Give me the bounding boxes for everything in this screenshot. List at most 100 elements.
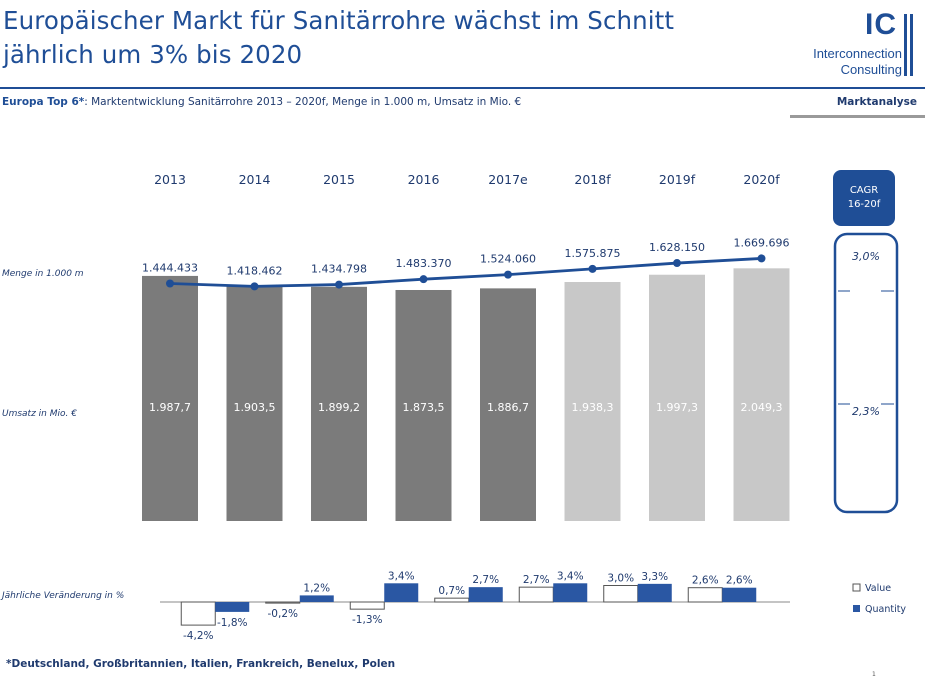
year-label: 2015 (323, 172, 355, 187)
revenue-value-label: 1.997,3 (656, 401, 698, 414)
cagr-header (833, 170, 895, 226)
change-value-label: -1,3% (352, 614, 382, 626)
change-quantity-bar (637, 583, 672, 602)
cagr-period: 16-20f (848, 199, 881, 210)
quantity-value-label: 1.575.875 (565, 247, 621, 260)
revenue-value-label: 2.049,3 (741, 401, 783, 414)
quantity-line (169, 257, 762, 288)
row-label-change: Jährliche Veränderung in % (0, 591, 124, 601)
year-label: 2013 (154, 172, 186, 187)
change-quantity-bar (722, 587, 757, 602)
page-title: Europäischer Markt für Sanitärrohre wäch… (3, 4, 763, 72)
change-quantity-label: 2,6% (726, 575, 753, 587)
subtitle-region: Europa Top 6* (2, 96, 85, 108)
logo-bar (910, 14, 913, 76)
title-line-2: jährlich um 3% bis 2020 (3, 40, 303, 69)
change-value-label: -0,2% (268, 608, 298, 620)
cagr-revenue: 2,3% (852, 405, 880, 418)
section-underline (790, 115, 925, 118)
revenue-value-label: 1.903,5 (234, 401, 276, 414)
revenue-bar (480, 288, 536, 521)
quantity-point (588, 264, 597, 273)
quantity-value-label: 1.444.433 (142, 262, 198, 275)
quantity-value-label: 1.483.370 (396, 257, 452, 270)
legend-value-swatch (852, 583, 861, 592)
year-label: 2014 (239, 172, 271, 187)
change-quantity-label: 3,4% (388, 570, 415, 582)
change-quantity-bar (215, 602, 250, 612)
revenue-value-label: 1.938,3 (572, 401, 614, 414)
revenue-bar (733, 268, 790, 521)
quantity-value-label: 1.669.696 (734, 236, 790, 249)
row-label-revenue: Umsatz in Mio. € (2, 409, 77, 419)
change-value-bar (518, 586, 554, 603)
quantity-point (166, 279, 174, 288)
quantity-point (250, 282, 259, 291)
change-quantity-bar (553, 583, 588, 602)
change-quantity-label: -1,8% (217, 617, 247, 629)
change-quantity-bar (299, 595, 334, 602)
change-quantity-label: 3,3% (641, 571, 668, 583)
quantity-point (335, 280, 343, 289)
page-number: 1 (872, 671, 876, 678)
revenue-bar (564, 282, 621, 521)
change-value-bar (687, 587, 723, 603)
revenue-value-label: 1.987,7 (149, 401, 191, 414)
change-value-label: 3,0% (607, 573, 634, 585)
logo-text-line-1: Interconnection (813, 46, 902, 61)
change-value-bar (265, 601, 301, 604)
section-tag: Marktanalyse (836, 96, 917, 108)
change-value-label: -4,2% (183, 630, 213, 642)
change-value-bar (349, 601, 385, 610)
revenue-bar (311, 286, 367, 521)
legend-value-label: Value (865, 583, 891, 594)
year-label: 2020f (743, 172, 780, 187)
change-quantity-label: 2,7% (472, 574, 499, 586)
quantity-value-label: 1.628.150 (649, 241, 705, 254)
legend-quantity-swatch (853, 605, 860, 612)
change-value-label: 2,6% (692, 575, 719, 587)
year-label: 2018f (574, 172, 611, 187)
change-value-label: 2,7% (523, 574, 550, 586)
footnote: *Deutschland, Großbritannien, Italien, F… (6, 658, 396, 670)
change-quantity-label: 3,4% (557, 570, 584, 582)
logo-text-line-2: Consulting (840, 62, 902, 77)
header-divider (0, 87, 925, 89)
legend-quantity-label: Quantity (865, 604, 906, 615)
logo-bar (904, 14, 907, 76)
change-quantity-label: 1,2% (303, 582, 330, 594)
logo-monogram: IC (865, 8, 897, 41)
cagr-quantity: 3,0% (852, 250, 880, 263)
quantity-value-label: 1.524.060 (480, 253, 536, 266)
quantity-value-label: 1.434.798 (311, 263, 367, 276)
quantity-point (757, 254, 766, 263)
year-label: 2016 (408, 172, 440, 187)
quantity-point (504, 270, 512, 279)
quantity-value-label: 1.418.462 (227, 264, 283, 277)
change-value-label: 0,7% (438, 585, 465, 597)
revenue-value-label: 1.899,2 (318, 401, 360, 414)
change-value-bar (180, 601, 216, 626)
change-value-bar (434, 597, 470, 603)
row-label-quantity: Menge in 1.000 m (2, 269, 84, 279)
title-line-1: Europäischer Markt für Sanitärrohre wäch… (3, 6, 675, 35)
chart-subtitle: Europa Top 6*: Marktentwicklung Sanitärr… (2, 96, 521, 108)
quantity-point (673, 259, 681, 268)
revenue-bar (649, 274, 705, 521)
company-logo: IC Interconnection Consulting (790, 8, 918, 78)
revenue-bar (395, 289, 452, 521)
quantity-point (419, 275, 428, 284)
change-value-bar (603, 585, 639, 603)
cagr-title: CAGR (850, 185, 878, 196)
subtitle-description: : Marktentwicklung Sanitärrohre 2013 – 2… (84, 96, 522, 108)
revenue-value-label: 1.886,7 (487, 401, 529, 414)
change-quantity-bar (384, 583, 419, 602)
year-label: 2017e (488, 172, 528, 187)
revenue-bar (226, 286, 283, 521)
change-quantity-bar (468, 587, 503, 602)
cagr-box (833, 232, 899, 514)
revenue-value-label: 1.873,5 (403, 401, 445, 414)
year-label: 2019f (659, 172, 696, 187)
revenue-bar (142, 275, 198, 521)
